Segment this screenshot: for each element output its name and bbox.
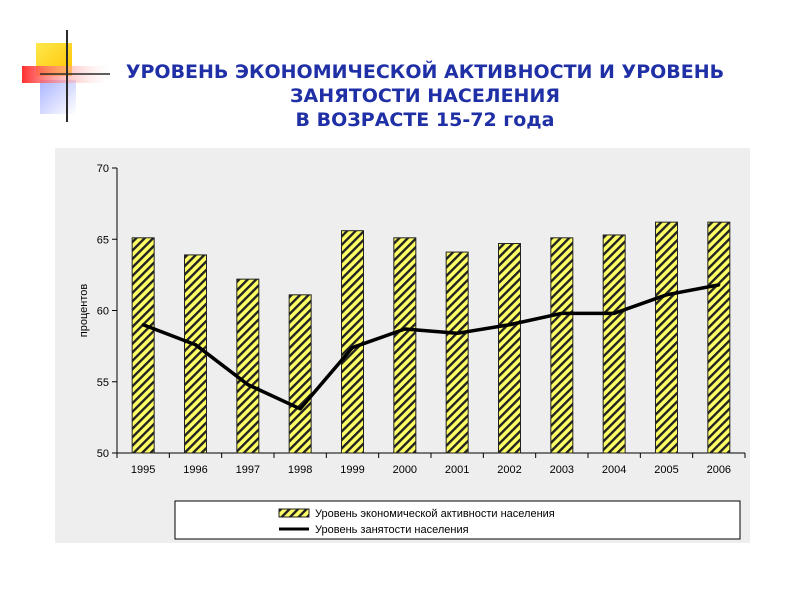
x-tick-label: 2002 — [497, 464, 521, 476]
bar-2006 — [707, 221, 731, 454]
bar-2004 — [602, 234, 626, 454]
employment-point-1999 — [351, 346, 354, 350]
employment-point-2004 — [612, 311, 616, 315]
legend-box — [174, 500, 741, 540]
employment-point-2005 — [665, 293, 668, 297]
x-tick-label: 2000 — [393, 464, 417, 476]
employment-point-2000 — [403, 327, 407, 331]
employment-point-1996 — [194, 343, 197, 347]
x-tick-label: 1995 — [131, 464, 155, 476]
y-tick-label: 50 — [97, 448, 109, 460]
legend-bar-swatch — [278, 508, 310, 518]
title-line-2: ЗАНЯТОСТИ НАСЕЛЕНИЯ — [290, 85, 560, 107]
y-tick-label: 65 — [97, 234, 109, 246]
employment-point-2001 — [455, 331, 459, 335]
employment-point-1998 — [298, 407, 302, 411]
bar-1995 — [131, 237, 155, 454]
employment-point-2006 — [717, 283, 721, 287]
x-tick-label: 1999 — [340, 464, 364, 476]
x-tick-label: 1996 — [183, 464, 207, 476]
x-tick-label: 2006 — [707, 464, 731, 476]
bar-2002 — [498, 243, 521, 454]
x-tick-label: 2003 — [550, 464, 574, 476]
legend-label-employment: Уровень занятости населения — [315, 524, 469, 536]
y-axis-label: процентов — [78, 284, 90, 338]
bar-2000 — [393, 237, 417, 454]
bar-2003 — [550, 237, 574, 454]
decor-blue-square — [40, 80, 76, 114]
x-tick-label: 2004 — [602, 464, 626, 476]
x-tick-label: 2005 — [654, 464, 678, 476]
bar-1997 — [236, 278, 260, 454]
x-tick-label: 2001 — [445, 464, 469, 476]
bar-2005 — [655, 221, 678, 454]
title-line-3: В ВОЗРАСТЕ 15-72 года — [295, 109, 555, 131]
legend-label-activity: Уровень экономической активности населен… — [315, 508, 555, 520]
bar-1996 — [184, 254, 207, 454]
activity-employment-chart: 50 55 60 65 70 процентов 1995 1996 1997 1998 1999 2… — [55, 148, 750, 543]
bar-2001 — [445, 251, 469, 454]
decorative-squares — [22, 30, 110, 122]
employment-point-1995 — [141, 323, 145, 327]
bar-1998 — [288, 294, 312, 454]
slide-title: УРОВЕНЬ ЭКОНОМИЧЕСКОЙ АКТИВНОСТИ И УРОВЕ… — [100, 60, 750, 132]
employment-point-2002 — [508, 323, 511, 327]
employment-line — [142, 283, 720, 411]
y-tick-label: 70 — [97, 163, 109, 175]
employment-point-2003 — [560, 311, 564, 315]
y-tick-label: 60 — [97, 306, 109, 318]
bar-1999 — [341, 230, 364, 454]
x-tick-label: 1997 — [236, 464, 260, 476]
y-tick-label: 55 — [97, 377, 109, 389]
title-line-1: УРОВЕНЬ ЭКОНОМИЧЕСКОЙ АКТИВНОСТИ И УРОВЕ… — [125, 61, 725, 83]
x-tick-label: 1998 — [288, 464, 312, 476]
employment-point-1997 — [246, 383, 250, 387]
